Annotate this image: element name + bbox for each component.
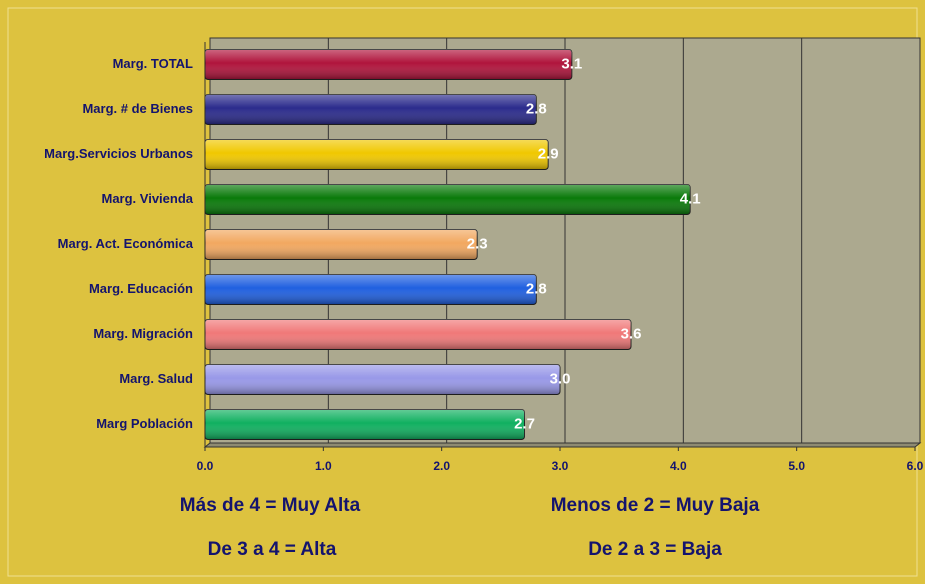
y-tick-label: Marg. Salud — [119, 371, 193, 386]
annotation: Menos de 2 = Muy Baja — [551, 495, 760, 516]
y-tick-label: Marg. Vivienda — [101, 191, 193, 206]
value-label: 2.8 — [526, 100, 547, 117]
bar-shade — [205, 94, 537, 125]
x-tick-label: 4.0 — [670, 459, 687, 473]
bar-shade — [205, 364, 560, 395]
value-label: 2.9 — [538, 145, 559, 162]
value-label: 2.3 — [467, 235, 488, 252]
annotation: De 2 a 3 = Baja — [588, 539, 722, 560]
value-label: 2.7 — [514, 415, 535, 432]
bar-shade — [205, 409, 525, 440]
y-tick-label: Marg.Servicios Urbanos — [44, 146, 193, 161]
y-tick-label: Marg. TOTAL — [113, 56, 193, 71]
x-tick-label: 2.0 — [433, 459, 450, 473]
y-tick-label: Marg. Act. Económica — [58, 236, 194, 251]
value-label: 3.1 — [561, 55, 582, 72]
value-label: 2.8 — [526, 280, 547, 297]
x-tick-label: 5.0 — [788, 459, 805, 473]
value-label: 3.0 — [550, 370, 571, 387]
x-tick-label: 0.0 — [197, 459, 214, 473]
value-label: 4.1 — [680, 190, 701, 207]
bar-shade — [205, 49, 572, 80]
bar-shade — [205, 229, 478, 260]
annotation: Más de 4 = Muy Alta — [180, 495, 361, 516]
y-tick-label: Marg. Educación — [89, 281, 193, 296]
x-tick-label: 1.0 — [315, 459, 332, 473]
annotation: De 3 a 4 = Alta — [208, 539, 337, 560]
bar-shade — [205, 274, 537, 305]
bar-shade — [205, 139, 549, 170]
y-tick-label: Marg. # de Bienes — [82, 101, 193, 116]
floor — [203, 442, 922, 448]
x-tick-label: 6.0 — [907, 459, 924, 473]
y-tick-label: Marg Población — [96, 416, 193, 431]
value-label: 3.6 — [621, 325, 642, 342]
bar-shade — [205, 319, 631, 350]
x-tick-label: 3.0 — [552, 459, 569, 473]
bar-shade — [205, 184, 691, 215]
y-tick-label: Marg. Migración — [93, 326, 193, 341]
